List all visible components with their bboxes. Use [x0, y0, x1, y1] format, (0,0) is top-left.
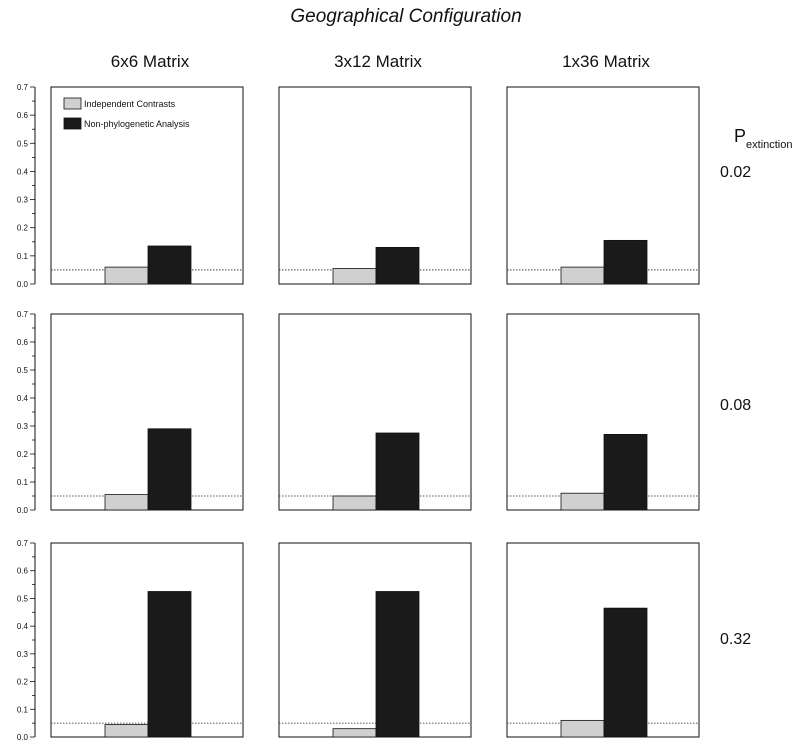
- bar-non-phylogenetic: [603, 239, 648, 285]
- bar-independent-contrasts: [104, 494, 149, 511]
- bar-independent-contrasts: [332, 728, 377, 738]
- bar-independent-contrasts: [332, 495, 377, 511]
- bar-non-phylogenetic: [147, 245, 192, 285]
- column-title-3: 1x36 Matrix: [562, 52, 650, 71]
- bar-independent-contrasts: [332, 268, 377, 285]
- bar-independent-contrasts: [560, 266, 605, 285]
- bar-non-phylogenetic: [603, 433, 648, 511]
- row-label-3: 0.32: [720, 631, 752, 648]
- y-tick-label: 0.0: [17, 733, 29, 742]
- bar-independent-contrasts: [104, 266, 149, 285]
- column-title-1: 6x6 Matrix: [110, 52, 190, 71]
- panel-frame: [50, 313, 244, 511]
- panel-frame: [50, 542, 244, 738]
- y-tick-label: 0.2: [17, 450, 29, 459]
- y-tick-label: 0.3: [17, 422, 29, 431]
- y-tick-label: 0.6: [17, 111, 29, 120]
- bar-independent-contrasts: [560, 719, 605, 738]
- figure-title: Geographical Configuration: [290, 6, 522, 27]
- legend-swatch: [63, 97, 82, 110]
- y-tick-label: 0.1: [17, 478, 29, 487]
- legend-label: Independent Contrasts: [84, 99, 176, 109]
- panel-frame: [50, 86, 244, 285]
- panel-frame: [506, 86, 700, 285]
- row-header: Pextinction: [734, 126, 793, 151]
- y-tick-label: 0.1: [17, 705, 29, 714]
- y-tick-label: 0.7: [17, 83, 29, 92]
- panel-frame: [506, 313, 700, 511]
- legend-swatch: [63, 117, 82, 130]
- bar-non-phylogenetic: [147, 591, 192, 738]
- bar-non-phylogenetic: [603, 607, 648, 738]
- y-tick-label: 0.7: [17, 539, 29, 548]
- y-tick-label: 0.5: [17, 594, 29, 603]
- y-tick-label: 0.0: [17, 506, 29, 515]
- bar-non-phylogenetic: [375, 432, 420, 511]
- y-tick-label: 0.6: [17, 567, 29, 576]
- y-tick-label: 0.4: [17, 394, 29, 403]
- y-tick-label: 0.1: [17, 252, 29, 261]
- panel-frame: [278, 86, 472, 285]
- y-tick-label: 0.5: [17, 366, 29, 375]
- y-tick-label: 0.4: [17, 622, 29, 631]
- bar-non-phylogenetic: [147, 428, 192, 511]
- row-label-2: 0.08: [720, 397, 752, 414]
- row-label-1: 0.02: [720, 164, 752, 181]
- y-tick-label: 0.0: [17, 280, 29, 289]
- panel-frame: [506, 542, 700, 738]
- bar-non-phylogenetic: [375, 247, 420, 285]
- y-tick-label: 0.5: [17, 139, 29, 148]
- legend-label: Non-phylogenetic Analysis: [84, 119, 190, 129]
- y-tick-label: 0.2: [17, 678, 29, 687]
- y-tick-label: 0.7: [17, 310, 29, 319]
- y-tick-label: 0.2: [17, 224, 29, 233]
- column-title-2: 3x12 Matrix: [334, 52, 422, 71]
- bar-independent-contrasts: [104, 724, 149, 738]
- y-tick-label: 0.3: [17, 650, 29, 659]
- y-tick-label: 0.3: [17, 196, 29, 205]
- panel-frame: [278, 313, 472, 511]
- y-tick-label: 0.6: [17, 338, 29, 347]
- y-tick-label: 0.4: [17, 167, 29, 176]
- panel-frame: [278, 542, 472, 738]
- bar-non-phylogenetic: [375, 591, 420, 738]
- bar-independent-contrasts: [560, 492, 605, 511]
